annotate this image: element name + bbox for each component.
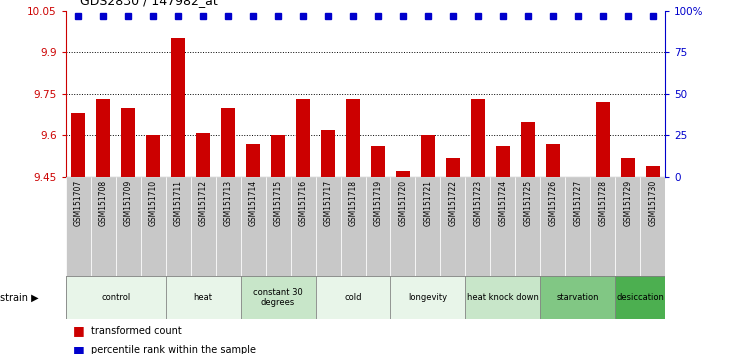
Text: GSM151724: GSM151724 — [499, 180, 507, 226]
Bar — [540, 276, 616, 319]
Bar — [72, 113, 85, 177]
Bar — [96, 99, 110, 177]
Bar — [66, 276, 166, 319]
Bar — [446, 158, 460, 177]
Bar — [371, 147, 385, 177]
Bar — [240, 276, 316, 319]
Text: strain ▶: strain ▶ — [0, 292, 39, 302]
Text: GSM151712: GSM151712 — [199, 180, 208, 226]
Bar — [396, 171, 410, 177]
Text: heat knock down: heat knock down — [467, 293, 539, 302]
Text: GSM151722: GSM151722 — [448, 180, 458, 226]
Bar — [166, 276, 240, 319]
Text: GSM151713: GSM151713 — [224, 180, 232, 226]
Bar — [240, 177, 265, 276]
Text: GSM151708: GSM151708 — [99, 180, 107, 226]
Text: GDS2830 / 147982_at: GDS2830 / 147982_at — [80, 0, 218, 7]
Bar — [466, 276, 540, 319]
Text: GSM151709: GSM151709 — [124, 180, 133, 226]
Bar — [596, 102, 610, 177]
Bar — [246, 144, 260, 177]
Text: GSM151714: GSM151714 — [249, 180, 257, 226]
Text: heat: heat — [194, 293, 213, 302]
Bar — [440, 177, 466, 276]
Bar — [265, 177, 290, 276]
Text: ■: ■ — [73, 325, 85, 337]
Text: GSM151719: GSM151719 — [374, 180, 382, 226]
Bar — [466, 177, 491, 276]
Text: control: control — [101, 293, 130, 302]
Bar — [121, 108, 135, 177]
Text: GSM151711: GSM151711 — [174, 180, 183, 226]
Bar — [646, 166, 659, 177]
Text: GSM151707: GSM151707 — [74, 180, 83, 226]
Text: GSM151718: GSM151718 — [349, 180, 357, 226]
Bar — [197, 133, 210, 177]
Text: GSM151721: GSM151721 — [423, 180, 433, 226]
Bar — [316, 276, 390, 319]
Text: constant 30
degrees: constant 30 degrees — [253, 288, 303, 307]
Text: cold: cold — [344, 293, 362, 302]
Text: GSM151723: GSM151723 — [474, 180, 482, 226]
Bar — [146, 135, 160, 177]
Bar — [496, 147, 510, 177]
Bar — [591, 177, 616, 276]
Text: percentile rank within the sample: percentile rank within the sample — [91, 346, 257, 354]
Text: starvation: starvation — [556, 293, 599, 302]
Text: desiccation: desiccation — [616, 293, 664, 302]
Bar — [521, 121, 534, 177]
Bar — [515, 177, 540, 276]
Bar — [191, 177, 216, 276]
Bar — [491, 177, 515, 276]
Bar — [171, 38, 185, 177]
Text: GSM151725: GSM151725 — [523, 180, 532, 226]
Text: GSM151727: GSM151727 — [573, 180, 583, 226]
Text: GSM151715: GSM151715 — [273, 180, 283, 226]
Bar — [421, 135, 435, 177]
Bar — [115, 177, 140, 276]
Text: GSM151717: GSM151717 — [324, 180, 333, 226]
Text: ■: ■ — [73, 344, 85, 354]
Bar — [621, 158, 635, 177]
Bar — [390, 177, 415, 276]
Text: longevity: longevity — [409, 293, 447, 302]
Text: GSM151728: GSM151728 — [598, 180, 607, 226]
Bar — [321, 130, 335, 177]
Bar — [91, 177, 115, 276]
Bar — [296, 99, 310, 177]
Text: GSM151710: GSM151710 — [148, 180, 158, 226]
Text: GSM151716: GSM151716 — [298, 180, 308, 226]
Bar — [640, 177, 665, 276]
Text: GSM151730: GSM151730 — [648, 180, 657, 226]
Bar — [540, 177, 565, 276]
Bar — [471, 99, 485, 177]
Bar — [415, 177, 440, 276]
Bar — [66, 177, 91, 276]
Text: GSM151729: GSM151729 — [624, 180, 632, 226]
Bar — [346, 99, 360, 177]
Bar — [390, 276, 466, 319]
Bar — [341, 177, 366, 276]
Bar — [616, 276, 665, 319]
Bar — [565, 177, 590, 276]
Text: GSM151720: GSM151720 — [398, 180, 407, 226]
Bar — [546, 144, 560, 177]
Text: transformed count: transformed count — [91, 326, 182, 336]
Bar — [140, 177, 166, 276]
Bar — [166, 177, 191, 276]
Bar — [221, 108, 235, 177]
Bar — [216, 177, 240, 276]
Bar — [271, 135, 285, 177]
Bar — [290, 177, 316, 276]
Bar — [366, 177, 390, 276]
Text: GSM151726: GSM151726 — [548, 180, 557, 226]
Bar — [316, 177, 341, 276]
Bar — [616, 177, 640, 276]
